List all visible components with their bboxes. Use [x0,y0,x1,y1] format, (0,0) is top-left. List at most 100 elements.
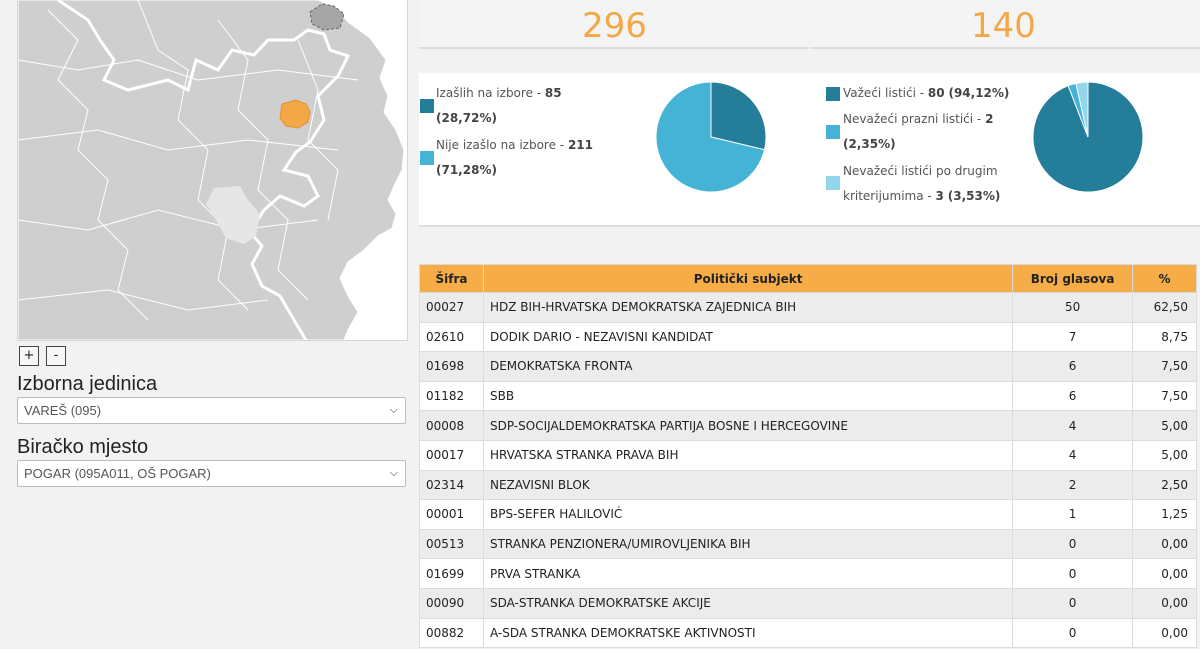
ballots-legend-pct: (2,35%) [843,137,896,151]
chevron-down-icon: ⌵ [389,467,398,479]
cell-sifra: 01699 [419,558,484,589]
cell-broj-glasova: 6 [1012,351,1134,382]
ballots-legend-swatch-0 [826,87,840,101]
table-row: 00017 HRVATSKA STRANKA PRAVA BIH 4 5,00 [419,439,1197,471]
turnout-legend-text: Izašlih na izbore - [436,86,545,100]
cell-percent: 0,00 [1132,587,1197,619]
cell-broj-glasova: 0 [1012,587,1134,619]
cell-politicki-subjekt: NEZAVISNI BLOK [482,469,1014,501]
cell-politicki-subjekt: HRVATSKA STRANKA PRAVA BIH [482,439,1014,471]
turnout-legend-swatch-0 [420,99,434,113]
cell-percent: 7,50 [1132,351,1197,382]
cell-percent: 0,00 [1132,617,1197,649]
ballots-legend-pct: (3,53%) [947,189,1001,203]
cell-broj-glasova: 7 [1012,321,1134,353]
table-row: 00090 SDA-STRANKA DEMOKRATSKE AKCIJE 0 0,00 [419,587,1197,619]
ballots-pie-slice-2 [1075,81,1089,138]
cell-sifra: 00027 [419,292,484,323]
results-table: Šifra Politički subjekt Broj glasova % 0… [419,264,1197,649]
cell-broj-glasova: 50 [1012,292,1134,323]
cell-politicki-subjekt: A-SDA STRANKA DEMOKRATSKE AKTIVNOSTI [482,617,1014,649]
cell-percent: 2,50 [1132,469,1197,501]
map-country-shape[interactable] [18,0,405,340]
biracko-mjesto-value: POGAR (095A011, OŠ POGAR) [24,466,211,481]
ballots-legend-item: Nevažeći listići po drugim kriterijumima… [843,159,1053,209]
table-row: 00513 STRANKA PENZIONERA/UMIROVLJENIKA BI… [419,528,1197,560]
cell-sifra: 00513 [419,528,484,560]
ballots-legend-count: 3 [935,189,944,203]
column-header-broj-glasova[interactable]: Broj glasova [1012,264,1134,293]
table-row: 00882 A-SDA STRANKA DEMOKRATSKE AKTIVNOST… [419,617,1197,649]
turnout-pie-chart [655,81,767,193]
cell-broj-glasova: 4 [1012,439,1134,471]
turnout-pie-slice-1 [655,81,766,193]
cell-politicki-subjekt: STRANKA PENZIONERA/UMIROVLJENIKA BIH [482,528,1014,560]
map-region-vares[interactable] [279,99,311,129]
cell-sifra: 01182 [419,380,484,412]
biracko-mjesto-select[interactable]: POGAR (095A011, OŠ POGAR) ⌵ [17,460,406,487]
cell-politicki-subjekt: SDP-SOCIJALDEMOKRATSKA PARTIJA BOSNE I H… [482,410,1014,441]
izborna-jedinica-select[interactable]: VAREŠ (095) ⌵ [17,397,406,424]
cell-sifra: 00017 [419,439,484,471]
cell-percent: 5,00 [1132,439,1197,471]
map-neighbor-region [309,3,345,31]
map-svg[interactable] [18,0,407,340]
zoom-in-button[interactable]: + [19,346,39,366]
table-row: 01698 DEMOKRATSKA FRONTA 6 7,50 [419,351,1197,382]
total-box-left: 296 [419,0,809,49]
ballots-legend-item: Važeći listići - 80 (94,12%) [843,81,1043,106]
cell-politicki-subjekt: DODIK DARIO - NEZAVISNI KANDIDAT [482,321,1014,353]
municipality-map[interactable] [17,0,408,341]
map-district-lines [18,0,359,321]
table-row: 00001 BPS-SEFER HALILOVIĆ 1 1,25 [419,499,1197,530]
cell-politicki-subjekt: BPS-SEFER HALILOVIĆ [482,499,1014,530]
turnout-legend-item: Nije izašlo na izbore - 211 (71,28%) [436,133,636,183]
cell-politicki-subjekt: DEMOKRATSKA FRONTA [482,351,1014,382]
turnout-legend-swatch-1 [420,151,434,165]
ballots-legend-text: Nevažeći prazni listići - [843,112,986,126]
total-voted-number: 140 [971,6,1036,46]
ballots-legend-text-2: kriterijumima - [843,189,936,203]
ballots-legend-swatch-1 [826,125,840,139]
cell-percent: 0,00 [1132,558,1197,589]
cell-percent: 5,00 [1132,410,1197,441]
zoom-out-button[interactable]: - [46,346,66,366]
turnout-legend-item: Izašlih na izbore - 85 (28,72%) [436,81,636,131]
column-header-politicki-subjekt[interactable]: Politički subjekt [482,264,1014,293]
turnout-pie-slice-0 [710,81,767,151]
ballots-legend-count: 80 [927,86,945,100]
table-row: 00008 SDP-SOCIJALDEMOKRATSKA PARTIJA BOSN… [419,410,1197,441]
total-registered-number: 296 [582,6,647,46]
cell-percent: 0,00 [1132,528,1197,560]
cell-sifra: 00008 [419,410,484,441]
cell-politicki-subjekt: HDZ BIH-HRVATSKA DEMOKRATSKA ZAJEDNICA B… [482,292,1014,323]
turnout-legend-pct: (71,28%) [436,163,497,177]
cell-sifra: 01698 [419,351,484,382]
cell-broj-glasova: 4 [1012,410,1134,441]
cell-percent: 7,50 [1132,380,1197,412]
cell-politicki-subjekt: SDA-STRANKA DEMOKRATSKE AKCIJE [482,587,1014,619]
total-box-right: 140 [811,0,1200,49]
chevron-down-icon: ⌵ [389,404,398,416]
table-row: 01182 SBB 6 7,50 [419,380,1197,412]
stats-panel: Izašlih na izbore - 85 (28,72%) Nije iza… [419,73,1200,227]
turnout-legend-count: 85 [544,86,562,100]
biracko-mjesto-label: Biračko mjesto [17,436,149,458]
cell-politicki-subjekt: SBB [482,380,1014,412]
cell-percent: 62,50 [1132,292,1197,323]
ballots-legend-item: Nevažeći prazni listići - 2 (2,35%) [843,107,1043,157]
ballots-legend-pct: (94,12%) [948,86,1010,100]
turnout-legend-text: Nije izašlo na izbore - [436,138,568,152]
cell-sifra: 02314 [419,469,484,501]
cell-broj-glasova: 6 [1012,380,1134,412]
table-row: 02610 DODIK DARIO - NEZAVISNI KANDIDAT 7 8,… [419,321,1197,353]
cell-broj-glasova: 0 [1012,558,1134,589]
column-header-sifra[interactable]: Šifra [419,264,484,293]
cell-politicki-subjekt: PRVA STRANKA [482,558,1014,589]
cell-broj-glasova: 0 [1012,617,1134,649]
cell-broj-glasova: 2 [1012,469,1134,501]
turnout-legend-count: 211 [567,138,594,152]
column-header-percent[interactable]: % [1132,264,1197,293]
table-row: 02314 NEZAVISNI BLOK 2 2,50 [419,469,1197,501]
ballots-pie-chart [1032,81,1144,193]
